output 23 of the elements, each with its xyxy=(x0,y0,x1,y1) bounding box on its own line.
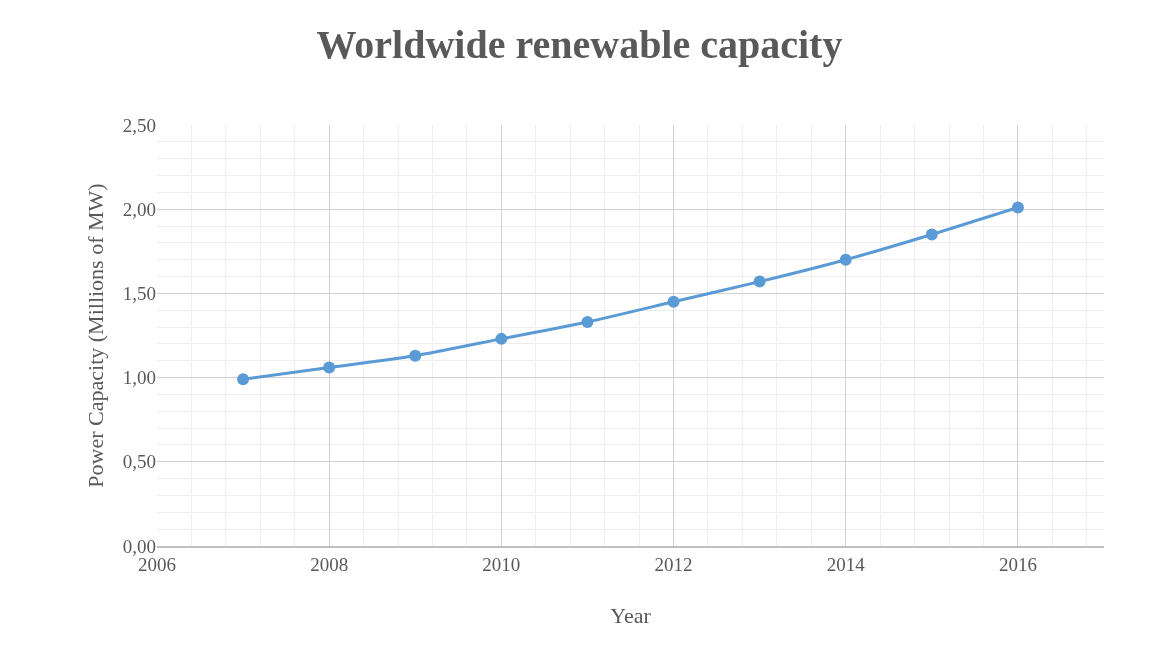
point xyxy=(925,228,938,241)
x-tick-label: 2016 xyxy=(998,553,1037,575)
point xyxy=(667,295,680,308)
y-tick-label: 0,50 xyxy=(122,451,156,473)
x-tick-label: 2008 xyxy=(310,553,349,575)
point xyxy=(323,361,336,374)
x-tick-label: 2014 xyxy=(826,553,866,575)
y-tick-label: 1,00 xyxy=(122,367,156,389)
x-tick-label: 2012 xyxy=(654,553,693,575)
point xyxy=(839,253,852,266)
x-tick-label: 2010 xyxy=(482,553,521,575)
point xyxy=(495,332,508,345)
y-tick-label: 2,50 xyxy=(122,114,156,136)
point xyxy=(1011,201,1024,214)
point xyxy=(409,349,422,362)
point xyxy=(237,373,250,386)
point xyxy=(581,316,594,329)
y-tick-label: 2,00 xyxy=(122,198,156,220)
x-axis-title: Year xyxy=(610,602,652,628)
chart-title: Worldwide renewable capacity xyxy=(316,21,843,67)
point xyxy=(753,275,766,288)
y-axis-title: Power Capacity (Millions of MW) xyxy=(83,183,108,488)
y-tick-label: 1,50 xyxy=(122,283,156,305)
